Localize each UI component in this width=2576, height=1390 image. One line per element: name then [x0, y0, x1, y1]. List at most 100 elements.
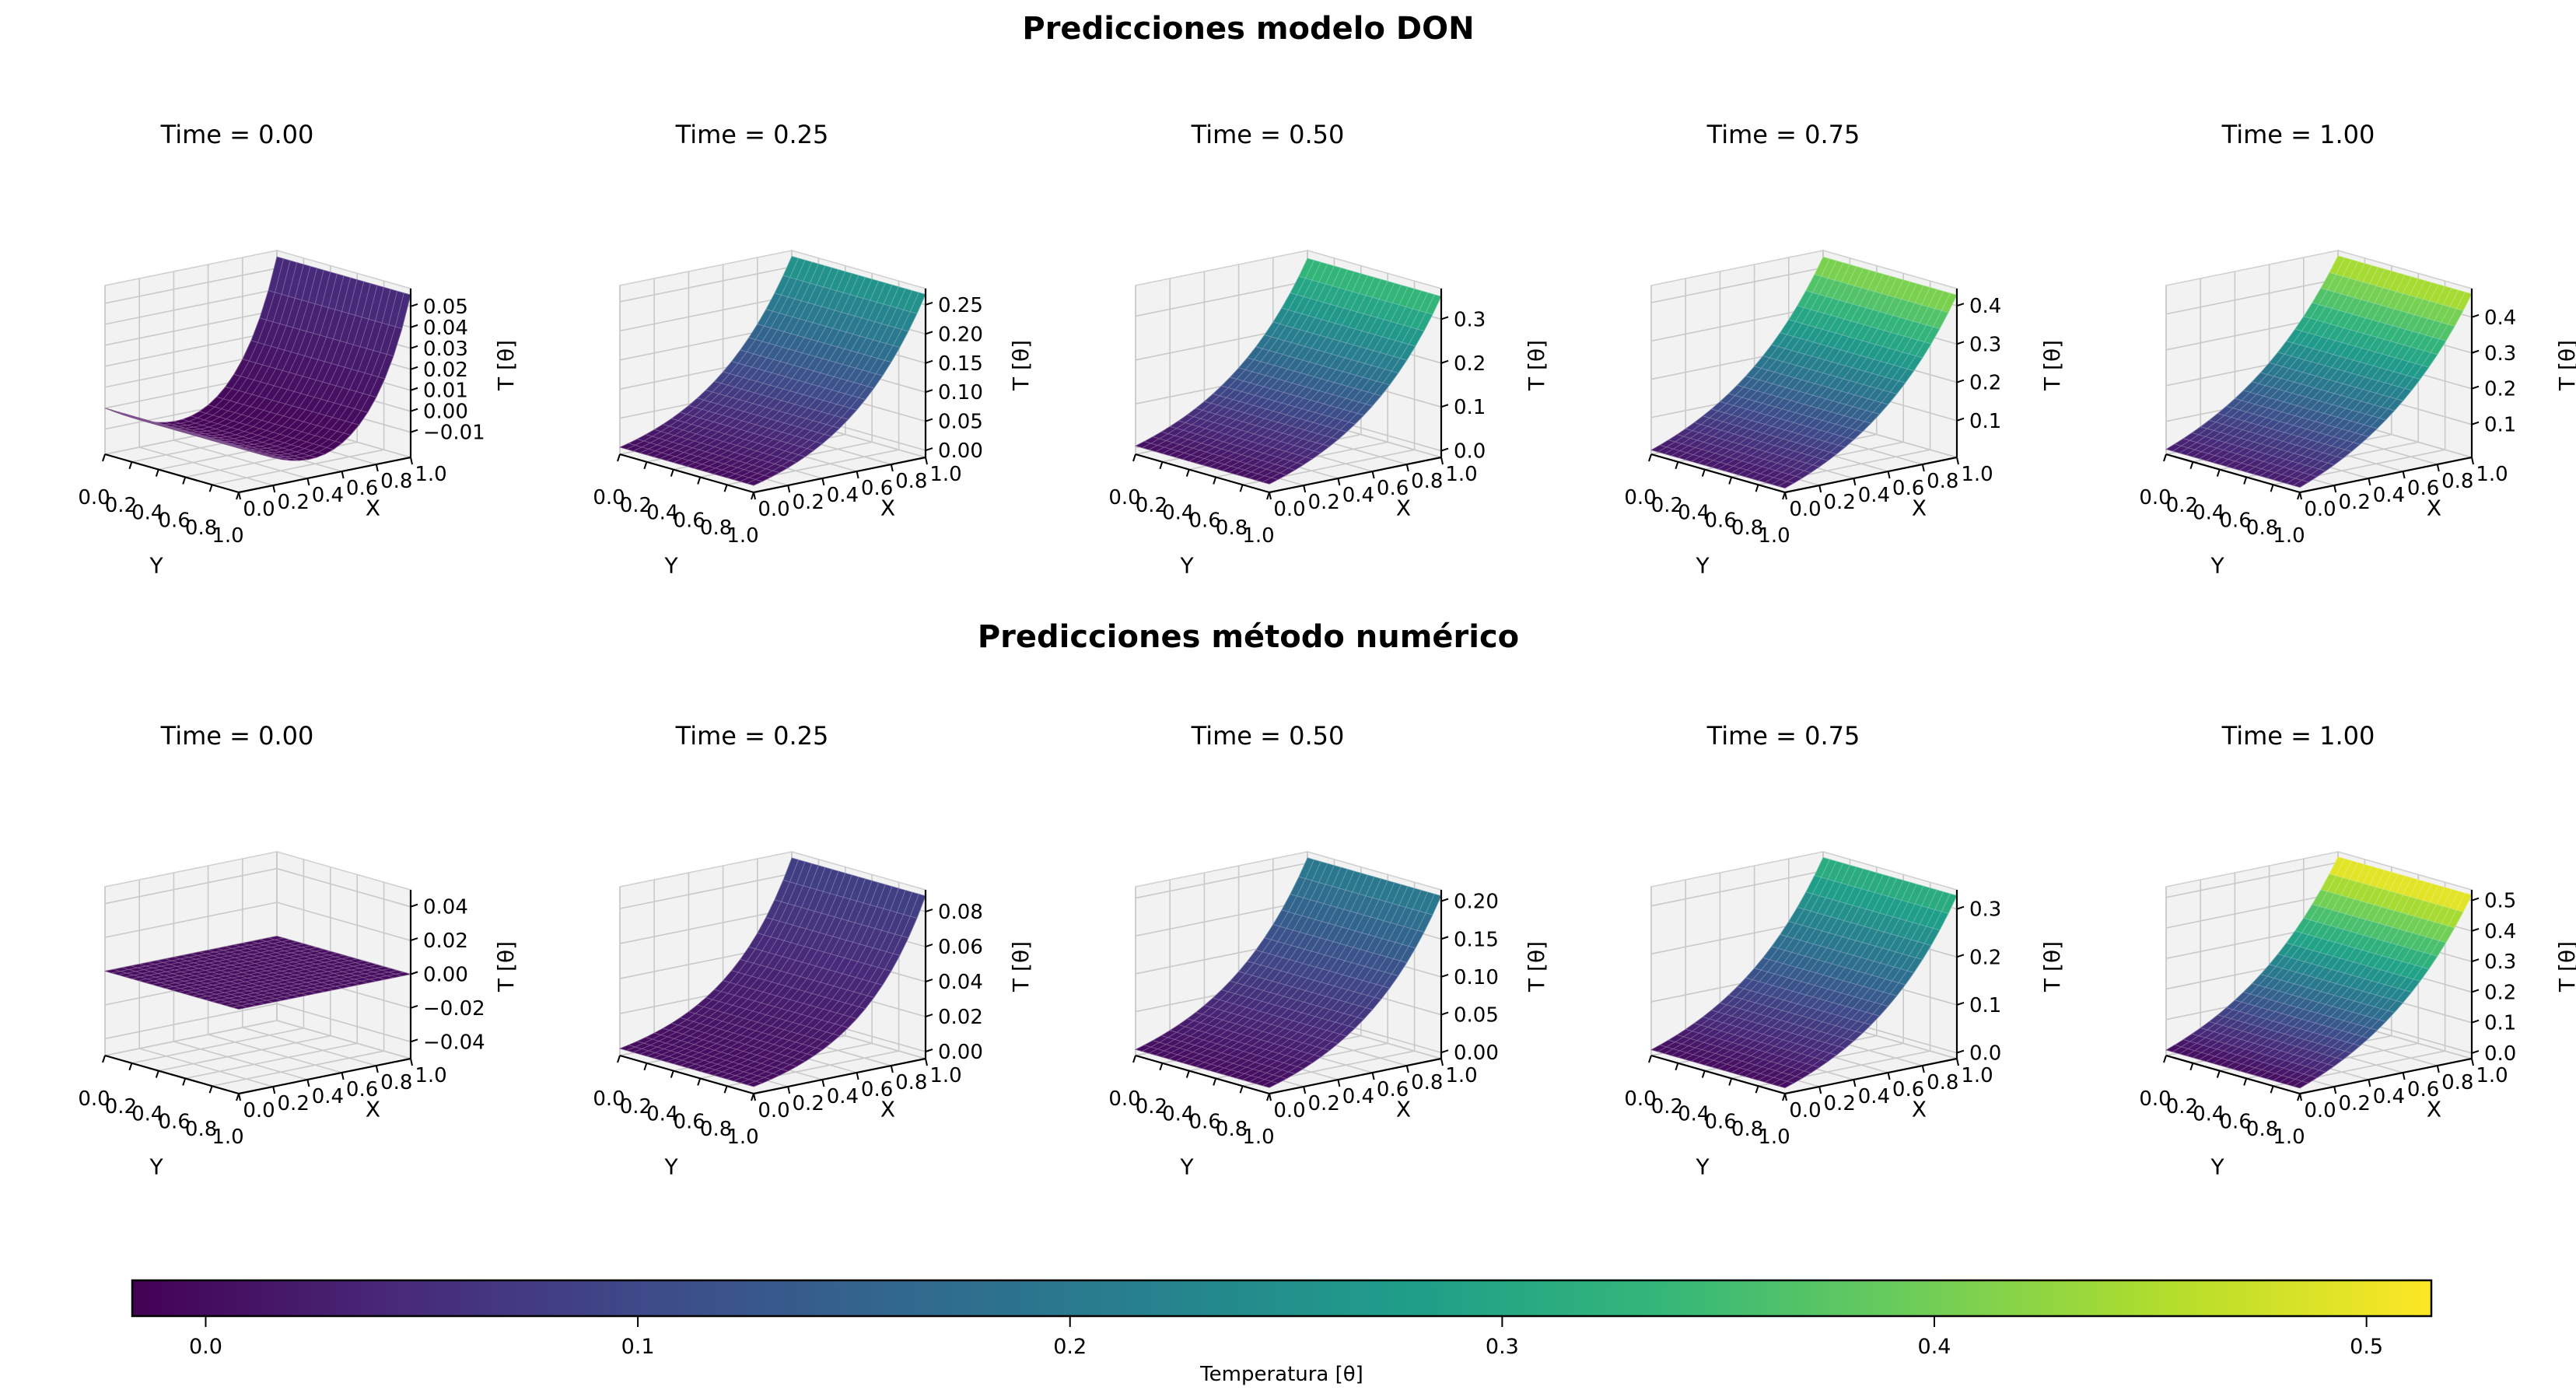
svg-text:0.6: 0.6 — [674, 509, 705, 532]
colorbar-bar — [131, 1279, 2433, 1318]
svg-text:0.2: 0.2 — [2339, 491, 2371, 514]
svg-text:0.4: 0.4 — [827, 1085, 859, 1108]
svg-text:0.0: 0.0 — [243, 1099, 275, 1122]
svg-text:0.2: 0.2 — [105, 1095, 137, 1119]
z-axis-label: T [θ] — [2039, 340, 2065, 391]
svg-text:0.6: 0.6 — [1705, 1110, 1737, 1133]
y-axis-label: Y — [1695, 553, 1710, 579]
svg-text:0.8: 0.8 — [1216, 516, 1248, 540]
subplot-cell: Time = 0.25 0.0 0.2 0.4 0.6 0.8 1.0 0.0 0.2 0.4 0… — [530, 716, 1059, 1222]
x-axis-label: X — [1396, 495, 1411, 521]
subplot-title: Time = 0.75 — [1706, 120, 1860, 149]
svg-text:0.02: 0.02 — [423, 359, 468, 382]
svg-text:0.05: 0.05 — [1454, 1004, 1499, 1028]
svg-text:0.4: 0.4 — [2484, 920, 2516, 944]
svg-text:1.0: 1.0 — [415, 1064, 446, 1087]
surface-plot: 0.00.20.40.60.81.00.0 0.2 0.4 0.6 0.8 1.0−0.0… — [78, 250, 519, 579]
svg-text:0.2: 0.2 — [1308, 491, 1340, 514]
svg-text:0.8: 0.8 — [380, 1071, 412, 1094]
svg-text:0.4: 0.4 — [2193, 1103, 2224, 1126]
svg-text:0.00: 0.00 — [938, 1041, 983, 1064]
z-axis-label: T [θ] — [493, 340, 519, 391]
svg-text:0.0: 0.0 — [758, 1099, 789, 1122]
surface-plot: 0.00.20.40.60.81.00.0 0.2 0.4 0.6 0.8 1.0−0.0… — [78, 851, 519, 1180]
svg-text:0.6: 0.6 — [1189, 509, 1221, 532]
svg-text:1.0: 1.0 — [1758, 524, 1790, 548]
x-axis-label: X — [880, 1097, 895, 1122]
z-axis-label: T [θ] — [2554, 941, 2576, 993]
subplot-title: Time = 0.50 — [1191, 721, 1345, 751]
svg-text:0.05: 0.05 — [938, 411, 983, 434]
surface-mesh — [1134, 257, 1442, 485]
subplot-title: Time = 0.50 — [1191, 120, 1345, 149]
svg-text:0.5: 0.5 — [2350, 1335, 2383, 1359]
svg-text:0.8: 0.8 — [380, 470, 412, 493]
axes-group: 0.00.20.40.60.81.00.0 0.2 0.4 0.6 0.8 1.00.00… — [1624, 890, 2065, 1180]
svg-text:0.2: 0.2 — [1969, 946, 2001, 969]
z-axis-label: T [θ] — [2039, 941, 2065, 993]
svg-text:0.4: 0.4 — [131, 502, 163, 525]
svg-text:0.4: 0.4 — [312, 484, 344, 507]
svg-text:−0.02: −0.02 — [423, 997, 485, 1021]
y-axis-label: Y — [1179, 1154, 1194, 1180]
svg-text:0.0: 0.0 — [593, 486, 625, 509]
surface-plot: 0.00.20.40.60.81.00.0 0.2 0.4 0.6 0.8 1.00.00… — [1108, 250, 1549, 579]
svg-text:0.8: 0.8 — [2246, 516, 2278, 540]
surface-mesh — [2165, 856, 2473, 1089]
svg-text:0.4: 0.4 — [131, 1103, 163, 1126]
svg-text:0.1: 0.1 — [621, 1335, 655, 1359]
x-axis-label: X — [2427, 1097, 2441, 1122]
svg-text:0.2: 0.2 — [620, 1095, 652, 1119]
svg-text:0.3: 0.3 — [1486, 1335, 1519, 1359]
axes-group: 0.00.20.40.60.81.00.0 0.2 0.4 0.6 0.8 1.00.00… — [593, 289, 1034, 579]
row-title-numerico: Predicciones método numérico — [977, 619, 1520, 655]
subplot-cell: Time = 0.00 0.0 0.2 0.4 0.6 0.8 1.0 0.0 0.2 0.4 0… — [16, 115, 544, 621]
surface-mesh — [1650, 856, 1958, 1089]
svg-text:0.2: 0.2 — [278, 491, 310, 514]
svg-text:0.2: 0.2 — [105, 494, 137, 517]
svg-text:1.0: 1.0 — [1445, 463, 1477, 486]
svg-text:0.1: 0.1 — [1454, 396, 1486, 419]
svg-text:0.6: 0.6 — [861, 477, 893, 500]
svg-text:0.01: 0.01 — [423, 380, 468, 403]
svg-text:0.2: 0.2 — [793, 491, 824, 514]
svg-text:0.0: 0.0 — [1789, 1099, 1821, 1122]
x-axis-label: X — [366, 1097, 380, 1122]
svg-text:0.0: 0.0 — [1273, 498, 1305, 521]
svg-text:0.25: 0.25 — [938, 294, 983, 317]
svg-text:0.3: 0.3 — [2484, 951, 2516, 974]
z-axis-label: T [θ] — [1008, 941, 1034, 993]
axes-group: 0.00.20.40.60.81.00.0 0.2 0.4 0.6 0.8 1.0−0.0… — [78, 289, 519, 579]
svg-text:0.0: 0.0 — [1624, 486, 1656, 509]
x-axis-label: X — [1396, 1097, 1411, 1122]
svg-text:1.0: 1.0 — [2476, 1064, 2508, 1087]
svg-text:0.04: 0.04 — [423, 317, 468, 340]
surface-plot: 0.00.20.40.60.81.00.0 0.2 0.4 0.6 0.8 1.00.00… — [593, 250, 1034, 579]
svg-text:0.04: 0.04 — [423, 896, 468, 919]
svg-text:0.3: 0.3 — [2484, 342, 2516, 366]
svg-text:0.4: 0.4 — [1858, 1085, 1890, 1108]
svg-text:0.3: 0.3 — [1969, 898, 2001, 922]
svg-text:0.2: 0.2 — [2166, 494, 2198, 517]
svg-text:0.8: 0.8 — [1216, 1118, 1248, 1141]
svg-text:0.4: 0.4 — [1858, 484, 1890, 507]
svg-text:0.2: 0.2 — [1969, 372, 2001, 395]
surface-plot: 0.00.20.40.60.81.00.0 0.2 0.4 0.6 0.8 1.00.10… — [1624, 250, 2065, 579]
svg-text:1.0: 1.0 — [1242, 1126, 1274, 1149]
subplot-cell: Time = 0.50 0.0 0.2 0.4 0.6 0.8 1.0 0.0 0.2 0.4 0… — [1046, 115, 1575, 621]
svg-text:0.6: 0.6 — [1892, 1078, 1924, 1101]
surface-mesh — [618, 256, 926, 486]
y-axis-label: Y — [2210, 1154, 2224, 1180]
svg-text:0.4: 0.4 — [1918, 1335, 1951, 1359]
subplot-title: Time = 1.00 — [2221, 120, 2375, 149]
axes-group: 0.00.20.40.60.81.00.0 0.2 0.4 0.6 0.8 1.00.00… — [1108, 289, 1549, 579]
svg-text:1.0: 1.0 — [726, 1126, 758, 1149]
svg-text:0.2: 0.2 — [2484, 981, 2516, 1004]
axes-group: 0.00.20.40.60.81.00.0 0.2 0.4 0.6 0.8 1.00.10… — [2139, 289, 2576, 579]
svg-text:0.8: 0.8 — [1927, 470, 1958, 493]
subplot-title: Time = 0.00 — [160, 721, 314, 751]
svg-text:0.8: 0.8 — [895, 470, 927, 493]
svg-text:0.2: 0.2 — [2339, 1092, 2371, 1115]
colorbar-label: Temperatura [θ] — [1200, 1363, 1363, 1386]
svg-text:0.0: 0.0 — [1454, 440, 1486, 464]
